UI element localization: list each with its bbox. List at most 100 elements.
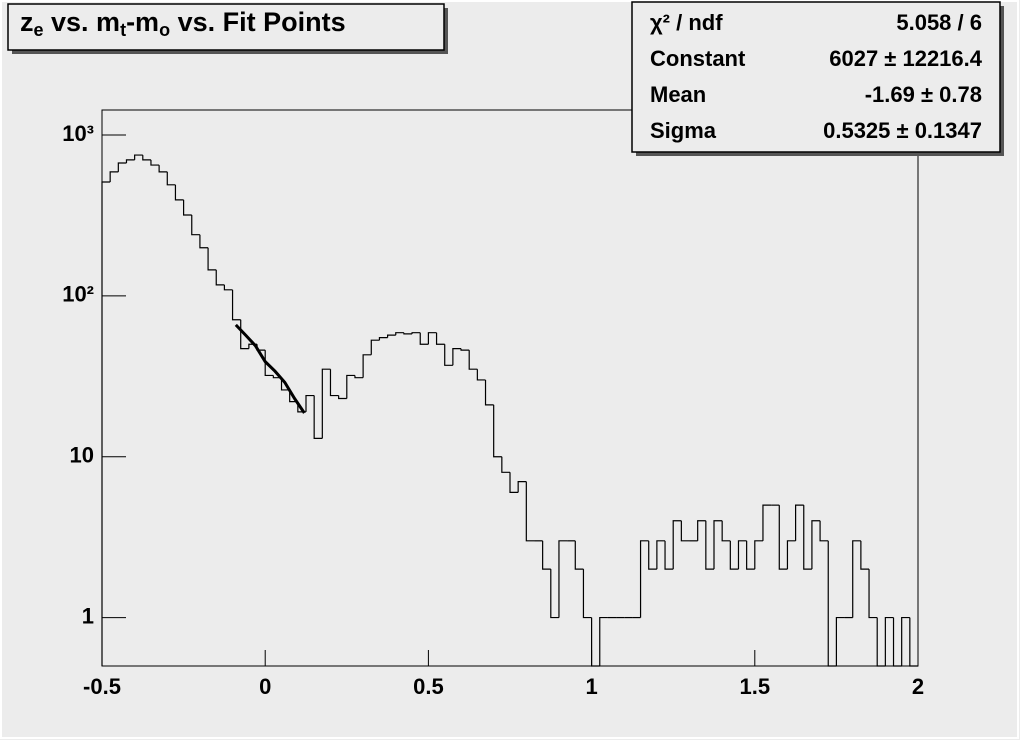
- histogram-bin: [827, 540, 837, 667]
- histogram-bin: [403, 332, 413, 335]
- histogram-bin: [705, 520, 714, 570]
- title-subscript: o: [159, 20, 170, 40]
- histogram-bin: [868, 569, 878, 619]
- x-tick-label: -0.5: [83, 674, 121, 699]
- histogram-bin: [729, 540, 739, 570]
- histogram-bin: [199, 234, 209, 249]
- title-box: [7, 3, 445, 51]
- histogram-bin: [648, 540, 657, 570]
- histogram-bin: [721, 520, 731, 542]
- histogram-bin: [101, 181, 111, 666]
- histogram-bin: [370, 339, 380, 355]
- histogram-bin: [892, 617, 902, 667]
- histogram-bin: [329, 369, 339, 397]
- histogram-bin: [778, 505, 788, 570]
- histogram-bin: [346, 374, 355, 399]
- x-tick-label: 2: [912, 674, 924, 699]
- histogram-bin: [835, 616, 845, 666]
- histogram-bin: [427, 332, 437, 345]
- histogram-bin: [411, 332, 421, 334]
- histogram-bin: [501, 456, 510, 473]
- title-subscript: e: [34, 20, 44, 40]
- histogram-bin: [387, 334, 396, 338]
- histogram-bin: [591, 617, 600, 667]
- histogram-bin: [852, 540, 861, 618]
- histogram-bin: [305, 394, 315, 412]
- histogram-bin: [158, 165, 168, 173]
- stats-label: Constant: [650, 46, 746, 71]
- histogram-bin: [174, 184, 184, 201]
- histogram-bin: [664, 540, 674, 570]
- histogram-bin: [582, 569, 592, 619]
- histogram-bin: [215, 269, 225, 286]
- x-tick-label: 0: [259, 674, 271, 699]
- histogram-bin: [125, 159, 135, 163]
- histogram-bin: [362, 354, 372, 378]
- histogram-bin: [803, 505, 812, 570]
- histogram-bin: [819, 520, 829, 542]
- stats-value: 6027 ± 12216.4: [829, 46, 983, 71]
- title-part: vs. Fit Points: [170, 7, 346, 37]
- histogram-bin: [117, 162, 127, 172]
- histogram-bin: [264, 350, 274, 377]
- histogram-bin: [150, 159, 160, 166]
- histogram-bin: [574, 540, 584, 570]
- histogram-bin: [811, 520, 821, 570]
- x-tick-label: 1: [585, 674, 597, 699]
- histogram-bin: [672, 520, 682, 570]
- stats-value: 5.058 / 6: [896, 10, 982, 35]
- histogram-bin: [142, 155, 151, 161]
- histogram-bin: [746, 540, 755, 570]
- stats-label: Mean: [650, 82, 706, 107]
- y-tick-label: 10²: [62, 282, 94, 307]
- histogram-bin: [795, 504, 804, 541]
- y-tick-label: 10: [70, 443, 94, 468]
- stats-value: -1.69 ± 0.78: [865, 82, 982, 107]
- histogram-bin: [313, 395, 323, 439]
- histogram-bin: [525, 481, 535, 542]
- title-part: z: [20, 7, 34, 37]
- histogram-bin: [909, 617, 918, 667]
- histogram-bin: [321, 368, 331, 439]
- histogram-bin: [737, 540, 747, 570]
- histogram-bin: [395, 332, 404, 336]
- histogram-bin: [134, 154, 143, 160]
- histogram-bin: [166, 171, 176, 186]
- title-part: vs. m: [44, 7, 121, 37]
- histogram-bin: [419, 332, 429, 345]
- histogram-bin: [493, 404, 502, 458]
- histogram-bin: [558, 540, 568, 618]
- histogram-bin: [444, 344, 453, 366]
- histogram-bin: [509, 472, 519, 493]
- x-tick-label: 0.5: [413, 674, 444, 699]
- histogram-bin: [762, 504, 772, 541]
- histogram-bin: [354, 375, 364, 379]
- histogram-bin: [460, 348, 470, 351]
- histogram-bin: [183, 199, 192, 216]
- histogram-bin: [452, 347, 462, 366]
- y-tick-label: 1: [82, 603, 94, 628]
- histogram-bin: [550, 569, 559, 619]
- histogram-bin: [901, 616, 910, 666]
- stats-value: 0.5325 ± 0.1347: [823, 118, 982, 143]
- y-tick-label: 10³: [62, 121, 94, 146]
- stats-box: [631, 1, 1001, 153]
- histogram-bin: [435, 332, 445, 345]
- histogram-bin: [231, 289, 241, 321]
- histogram-bin: [697, 520, 706, 541]
- histogram-bin: [786, 540, 796, 570]
- x-tick-label: 1.5: [740, 674, 771, 699]
- histogram-bin: [754, 540, 763, 570]
- title-subscript: t: [120, 20, 126, 40]
- histogram-bin: [639, 540, 649, 618]
- chart-title: ze vs. mt-mo vs. Fit Points: [20, 7, 346, 40]
- histogram-bin: [542, 540, 551, 570]
- stats-label: Sigma: [650, 118, 717, 143]
- histogram-bin: [207, 247, 217, 271]
- histogram-bin: [223, 284, 233, 291]
- histogram-bin: [468, 350, 478, 370]
- histogram-bin: [656, 540, 666, 570]
- stats-label: χ² / ndf: [650, 10, 723, 35]
- histogram-bin: [378, 337, 388, 341]
